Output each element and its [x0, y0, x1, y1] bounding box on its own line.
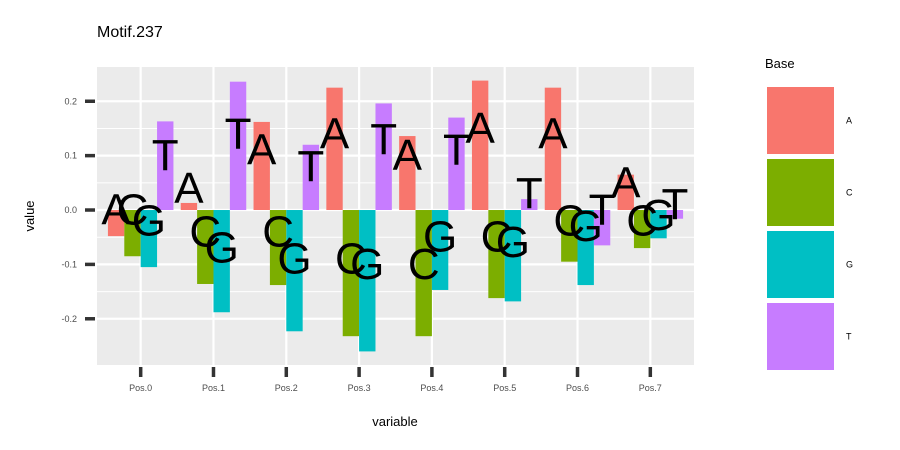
- bar-C-Pos.7: [633, 210, 651, 249]
- y-axis-title: value: [22, 200, 37, 231]
- bar-T-Pos.4: [448, 117, 465, 211]
- bar-A-Pos.0: [107, 210, 125, 237]
- bar-C-Pos.6: [561, 210, 578, 262]
- base-letter-T-Pos.3: T: [370, 115, 397, 164]
- legend: Base A C G T: [765, 56, 853, 370]
- base-letter-C-Pos.7: C: [626, 196, 658, 245]
- base-letter-C-Pos.1: C: [189, 207, 221, 256]
- chart-title: Motif.237: [97, 24, 163, 41]
- bar-T-Pos.1: [229, 81, 247, 211]
- bar-G-Pos.6: [577, 210, 594, 286]
- x-tick-label: Pos.7: [639, 383, 662, 393]
- base-letter-G-Pos.4: G: [423, 213, 457, 262]
- base-letter-T-Pos.1: T: [225, 109, 252, 158]
- bar-T-Pos.6: [593, 210, 611, 246]
- base-letter-A-Pos.0: A: [101, 186, 131, 235]
- base-letter-C-Pos.6: C: [553, 196, 585, 245]
- x-axis-title: variable: [372, 414, 418, 429]
- x-tick-label: Pos.3: [348, 383, 371, 393]
- legend-label-G: G: [846, 260, 853, 270]
- bar-G-Pos.0: [140, 210, 158, 268]
- bar-G-Pos.5: [504, 210, 522, 302]
- base-letter-G-Pos.2: G: [277, 234, 311, 283]
- base-letter-T-Pos.6: T: [589, 186, 616, 235]
- base-letter-A-Pos.6: A: [538, 109, 568, 158]
- bar-C-Pos.5: [488, 210, 505, 299]
- legend-label-T: T: [846, 332, 852, 342]
- bar-A-Pos.3: [326, 87, 343, 211]
- bar-C-Pos.2: [269, 210, 287, 286]
- bar-G-Pos.3: [359, 210, 376, 352]
- bar-A-Pos.2: [253, 121, 270, 211]
- base-letter-A-Pos.3: A: [320, 109, 350, 158]
- y-tick-label: -0.1: [61, 259, 77, 269]
- bar-T-Pos.3: [375, 103, 392, 211]
- base-letter-G-Pos.1: G: [205, 224, 239, 273]
- base-letter-C-Pos.3: C: [335, 234, 367, 283]
- legend-key-C: [767, 159, 834, 226]
- bar-G-Pos.2: [286, 210, 303, 332]
- y-tick-label: 0.2: [64, 96, 77, 106]
- base-letters: A AA A AA AAC C CC CC C CGG G GG G G GT TTT TT T T: [101, 104, 688, 289]
- bar-A-Pos.6: [544, 87, 562, 211]
- base-letter-G-Pos.7: G: [641, 191, 675, 240]
- base-letter-G-Pos.0: G: [132, 196, 166, 245]
- bars: [107, 80, 684, 352]
- y-tick-label: 0.0: [64, 205, 77, 215]
- bar-A-Pos.5: [471, 80, 489, 211]
- base-letter-C-Pos.0: C: [117, 186, 149, 235]
- x-tick-label: Pos.0: [129, 383, 152, 393]
- x-tick-label: Pos.1: [202, 383, 225, 393]
- bar-C-Pos.4: [415, 210, 432, 337]
- base-letter-G-Pos.3: G: [350, 240, 384, 289]
- base-letter-G-Pos.6: G: [569, 202, 603, 251]
- bar-A-Pos.1: [180, 202, 198, 211]
- legend-key-A: [767, 87, 834, 154]
- bar-G-Pos.4: [431, 210, 449, 290]
- x-tick-label: Pos.4: [420, 383, 443, 393]
- legend-key-T: [767, 303, 834, 370]
- bar-A-Pos.7: [617, 174, 634, 211]
- bar-T-Pos.5: [521, 199, 538, 211]
- base-letter-A-Pos.7: A: [611, 158, 641, 207]
- base-letter-G-Pos.5: G: [496, 218, 530, 267]
- axes: -0.2 -0.1 0.0 0.1 0.2 Pos.0 Pos.1 Pos.2 Pos.3 Pos…: [61, 96, 661, 393]
- bar-T-Pos.0: [157, 121, 174, 211]
- y-tick-label: 0.1: [64, 151, 77, 161]
- base-letter-T-Pos.2: T: [297, 142, 324, 191]
- bar-C-Pos.3: [342, 210, 360, 337]
- base-letter-T-Pos.0: T: [152, 131, 179, 180]
- base-letter-A-Pos.5: A: [465, 104, 495, 153]
- base-letter-A-Pos.4: A: [393, 131, 423, 180]
- base-letter-C-Pos.2: C: [262, 207, 294, 256]
- legend-label-A: A: [846, 116, 852, 126]
- base-letter-A-Pos.2: A: [247, 126, 277, 175]
- bar-T-Pos.2: [302, 144, 320, 211]
- x-tick-label: Pos.5: [493, 383, 516, 393]
- legend-key-G: [767, 231, 834, 298]
- bar-C-Pos.1: [197, 210, 214, 284]
- legend-title: Base: [765, 56, 795, 71]
- base-letter-T-Pos.5: T: [516, 169, 543, 218]
- legend-label-C: C: [846, 188, 853, 198]
- bar-G-Pos.1: [213, 210, 230, 313]
- y-tick-label: -0.2: [61, 314, 77, 324]
- x-tick-label: Pos.2: [275, 383, 298, 393]
- base-letter-T-Pos.7: T: [661, 180, 688, 229]
- bar-A-Pos.4: [399, 136, 416, 211]
- base-letter-A-Pos.1: A: [174, 164, 204, 213]
- bar-C-Pos.0: [124, 210, 141, 257]
- x-tick-label: Pos.6: [566, 383, 589, 393]
- base-letter-T-Pos.4: T: [443, 126, 470, 175]
- bar-G-Pos.7: [650, 210, 667, 239]
- bar-T-Pos.7: [666, 210, 684, 219]
- base-letter-C-Pos.5: C: [481, 213, 513, 262]
- base-letter-C-Pos.4: C: [408, 240, 440, 289]
